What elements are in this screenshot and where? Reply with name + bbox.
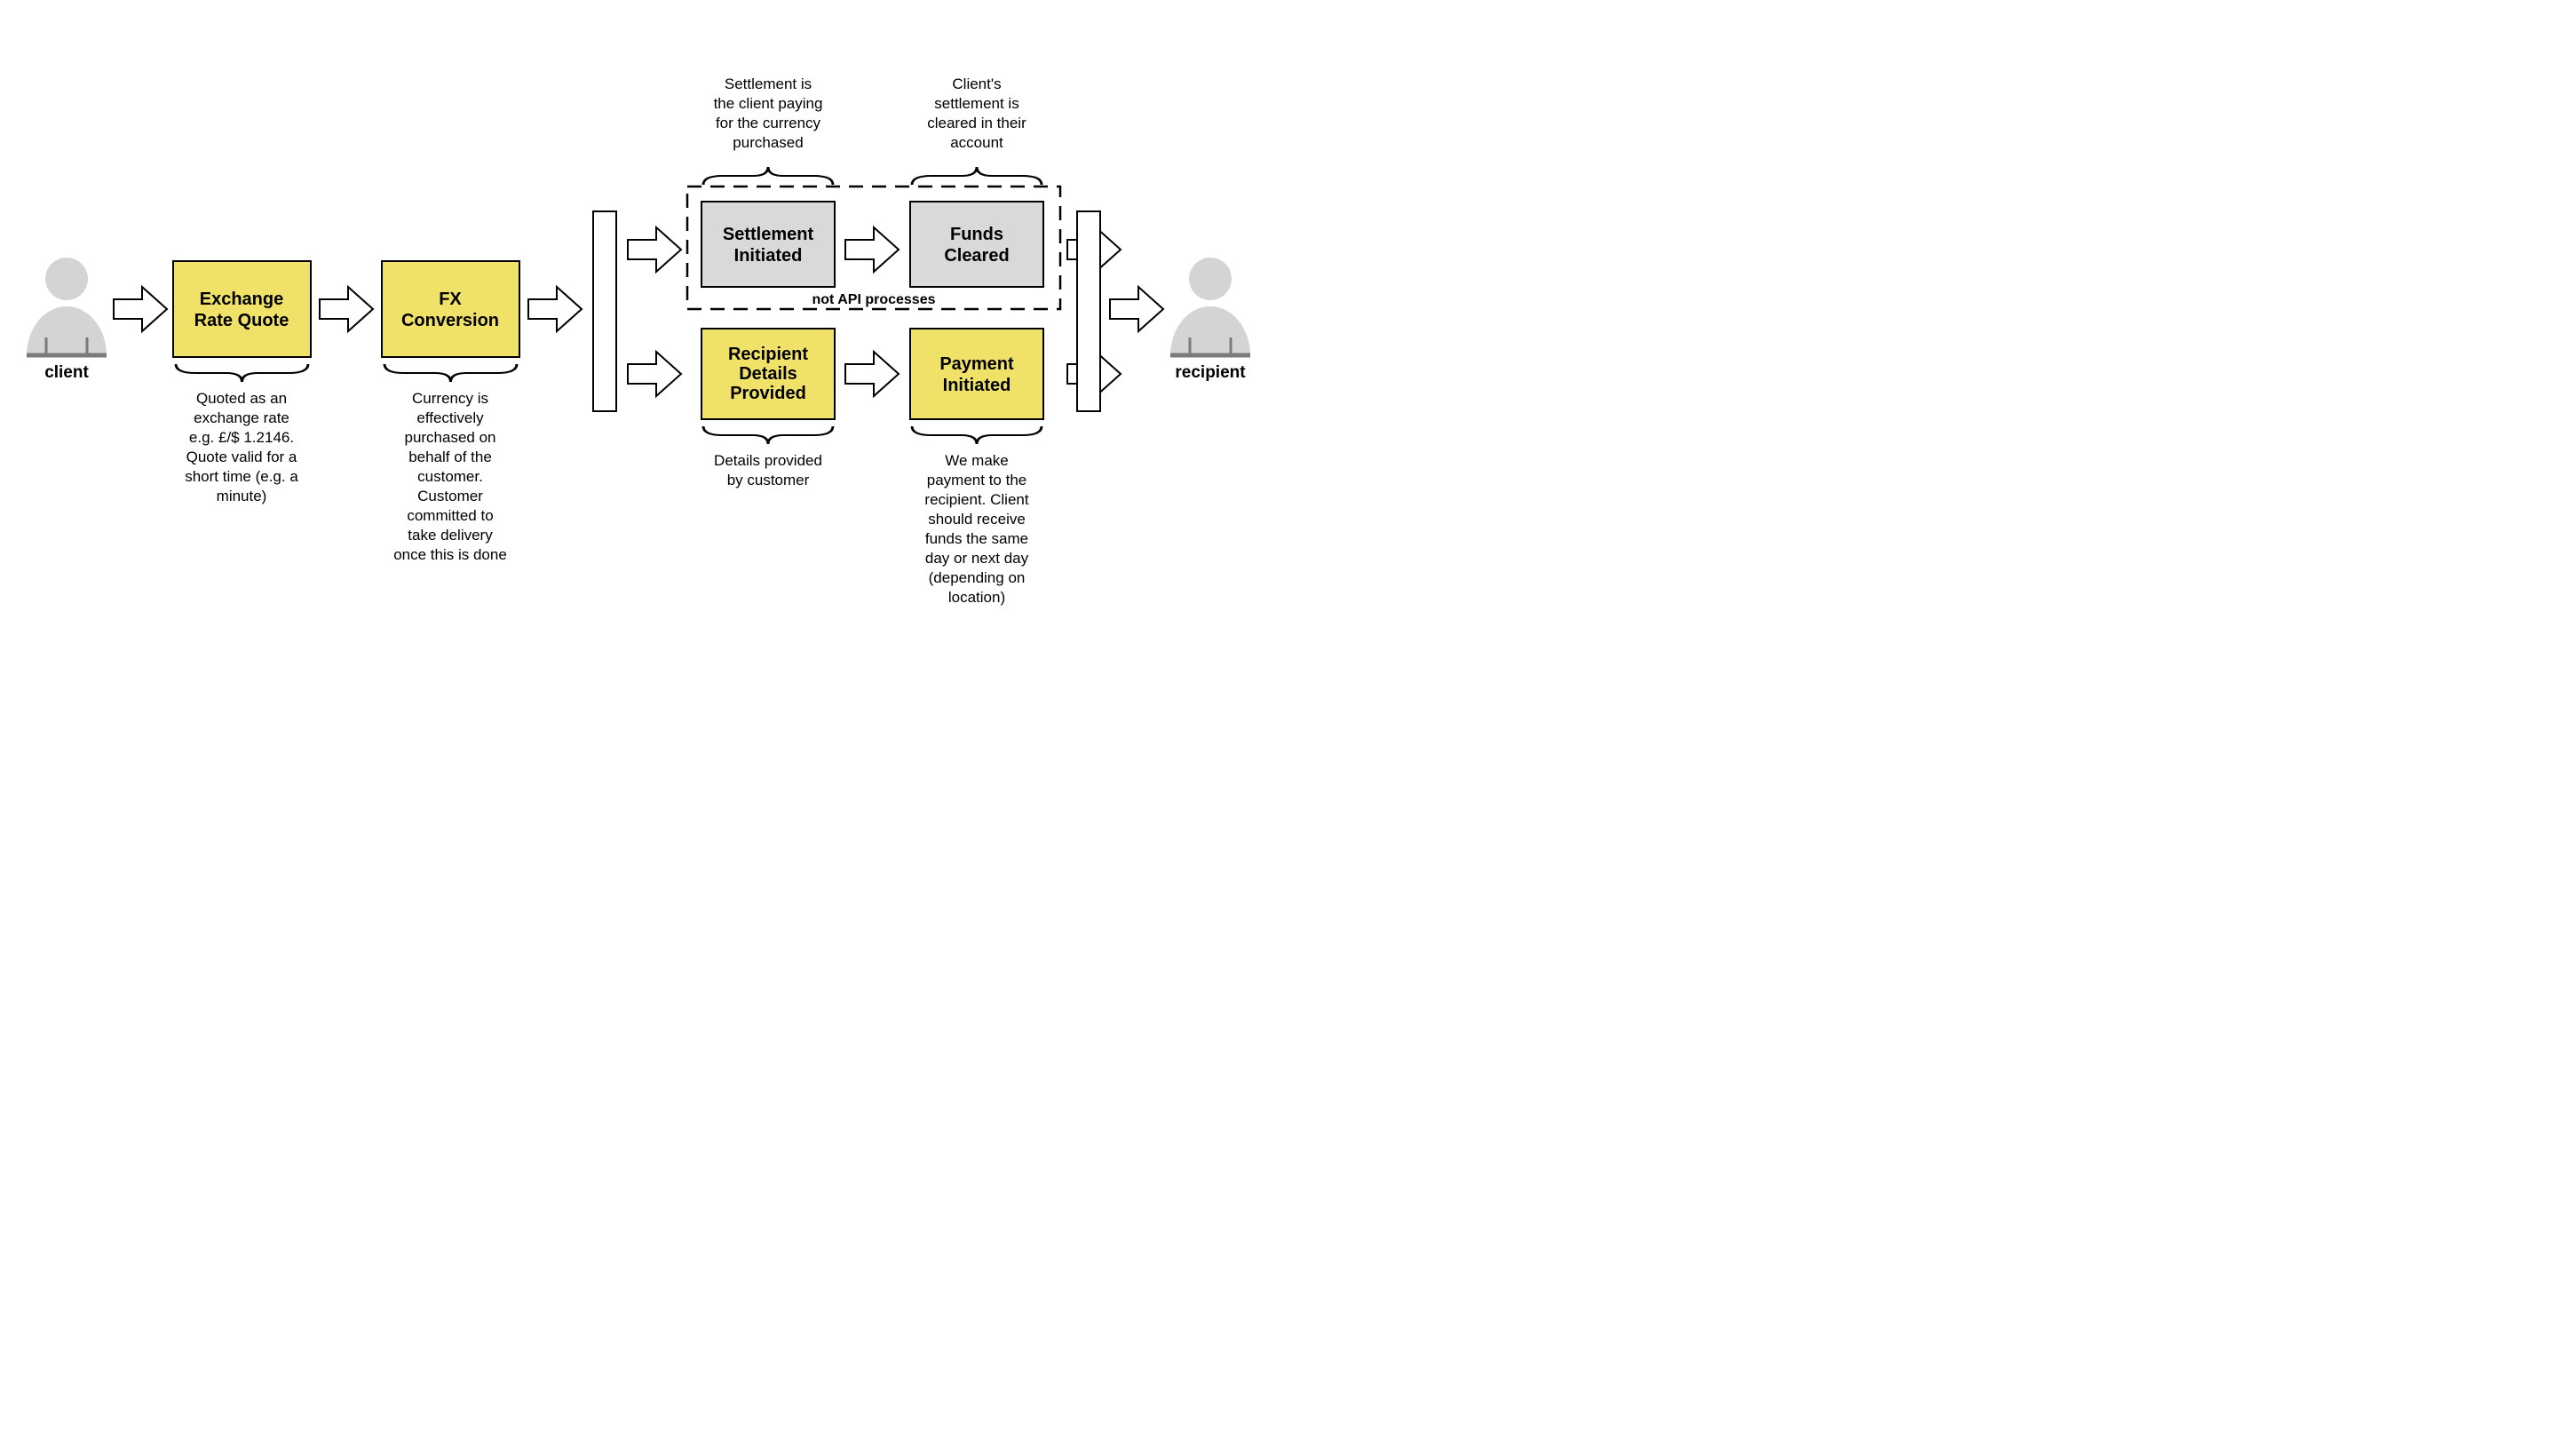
client-actor: client (27, 258, 107, 382)
svg-text:Client's: Client's (952, 75, 1001, 92)
svg-text:effectively: effectively (416, 409, 484, 426)
settlement-annotation: Settlement is the client paying for the … (714, 75, 823, 151)
exchange-rate-quote-box: Exchange Rate Quote (173, 261, 311, 357)
svg-text:location): location) (948, 589, 1005, 606)
payment-annotation: We make payment to the recipient. Client… (924, 452, 1028, 606)
svg-text:should receive: should receive (928, 511, 1026, 528)
svg-text:We make: We make (945, 452, 1009, 469)
arrow-fork-to-recipient (628, 352, 681, 396)
svg-text:short time (e.g. a: short time (e.g. a (185, 468, 298, 485)
svg-text:Rate Quote: Rate Quote (194, 311, 289, 330)
fork-bar (593, 211, 616, 411)
settlement-initiated-box: Settlement Initiated (701, 202, 835, 287)
funds-annotation: Client's settlement is cleared in their … (927, 75, 1026, 151)
svg-text:committed to: committed to (407, 507, 493, 524)
recipient-details-box: Recipient Details Provided (701, 329, 835, 419)
svg-text:Initiated: Initiated (943, 376, 1011, 395)
svg-text:Recipient: Recipient (728, 345, 808, 364)
recipient-actor: recipient (1170, 258, 1250, 382)
arrow-client-to-quote (114, 287, 167, 331)
svg-text:recipient. Client: recipient. Client (924, 491, 1028, 508)
arrow-settlement-to-funds (845, 227, 899, 272)
svg-text:behalf of the: behalf of the (408, 449, 492, 465)
join-bar (1077, 211, 1100, 411)
arrow-recipient-to-payment (845, 352, 899, 396)
svg-text:purchased on: purchased on (404, 429, 495, 446)
svg-text:Quoted as an: Quoted as an (196, 390, 287, 407)
fx-conversion-box: FX Conversion (382, 261, 519, 357)
arrow-fork-to-settlement (628, 227, 681, 272)
svg-text:Funds: Funds (950, 225, 1003, 244)
svg-text:once this is done: once this is done (393, 546, 507, 563)
recipient-label: recipient (1175, 363, 1246, 382)
svg-text:Provided: Provided (730, 384, 806, 403)
svg-text:Initiated: Initiated (734, 246, 803, 266)
svg-text:the client paying: the client paying (714, 95, 823, 112)
svg-text:e.g. £/$ 1.2146.: e.g. £/$ 1.2146. (189, 429, 294, 446)
payment-initiated-box: Payment Initiated (910, 329, 1043, 419)
svg-text:cleared in their: cleared in their (927, 115, 1026, 131)
svg-text:Conversion: Conversion (401, 311, 499, 330)
svg-text:Settlement: Settlement (723, 225, 814, 244)
svg-text:settlement is: settlement is (934, 95, 1019, 112)
funds-cleared-box: Funds Cleared (910, 202, 1043, 287)
svg-text:payment to the: payment to the (927, 472, 1026, 488)
quote-annotation: Quoted as an exchange rate e.g. £/$ 1.21… (185, 390, 298, 504)
svg-text:by customer: by customer (727, 472, 810, 488)
svg-text:Payment: Payment (939, 354, 1014, 374)
svg-text:exchange rate: exchange rate (194, 409, 289, 426)
svg-text:customer.: customer. (417, 468, 483, 485)
svg-text:Details: Details (739, 364, 797, 384)
svg-text:minute): minute) (217, 488, 267, 504)
arrow-join-to-recipient (1110, 287, 1163, 331)
arrow-quote-to-fx (320, 287, 373, 331)
svg-text:day or next day: day or next day (925, 550, 1029, 567)
svg-text:Customer: Customer (417, 488, 483, 504)
svg-text:Exchange: Exchange (200, 290, 283, 309)
arrow-fx-to-fork (528, 287, 582, 331)
svg-text:funds the same: funds the same (925, 530, 1028, 547)
svg-text:Cleared: Cleared (944, 246, 1009, 266)
svg-text:(depending on: (depending on (929, 569, 1026, 586)
svg-text:Details provided: Details provided (714, 452, 822, 469)
recipient-annotation: Details provided by customer (714, 452, 822, 488)
client-label: client (44, 363, 89, 382)
svg-text:Quote valid for a: Quote valid for a (186, 449, 297, 465)
not-api-label: not API processes (812, 292, 935, 307)
svg-text:FX: FX (439, 290, 462, 309)
svg-text:account: account (950, 134, 1003, 151)
svg-text:Settlement is: Settlement is (725, 75, 812, 92)
fx-annotation: Currency is effectively purchased on beh… (393, 390, 507, 563)
svg-text:for the currency: for the currency (716, 115, 821, 131)
svg-text:take delivery: take delivery (408, 527, 493, 544)
svg-text:purchased: purchased (733, 134, 803, 151)
svg-text:Currency is: Currency is (412, 390, 488, 407)
